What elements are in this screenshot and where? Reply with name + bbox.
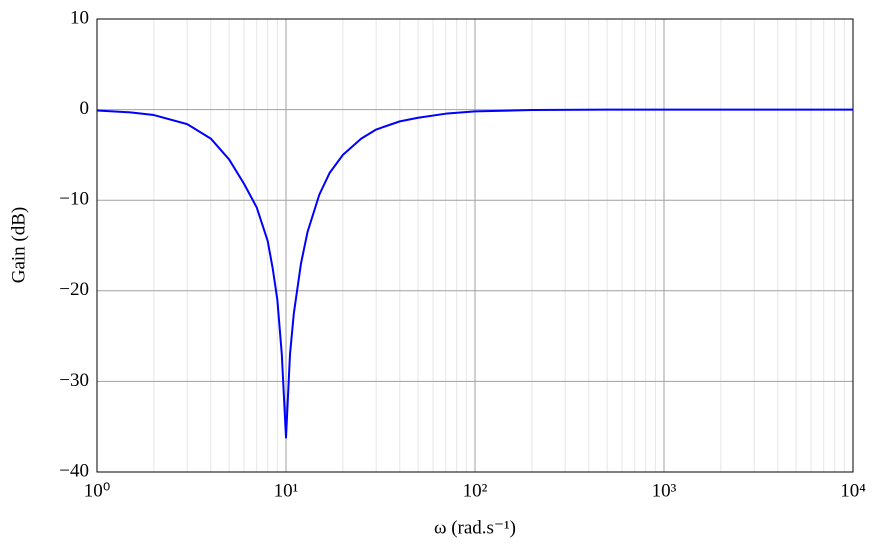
x-axis-label: ω (rad.s⁻¹) — [434, 517, 516, 538]
line-series — [96, 108, 853, 439]
y-tick-label: −10 — [59, 189, 89, 210]
plot-frame — [96, 18, 854, 473]
x-tick-label: 10¹ — [274, 480, 299, 501]
y-tick-label: 0 — [80, 98, 90, 119]
x-tick-label: 10³ — [652, 480, 677, 501]
y-tick-label: −30 — [59, 370, 89, 391]
y-axis-label: Gain (dB) — [8, 207, 29, 284]
x-tick-label: 10² — [463, 480, 488, 501]
y-tick-label: 10 — [70, 7, 89, 28]
x-tick-label: 10⁴ — [840, 480, 866, 501]
x-tick-label: 10⁰ — [84, 480, 111, 501]
y-tick-label: −20 — [59, 279, 89, 300]
y-tick-label: −40 — [59, 460, 89, 481]
